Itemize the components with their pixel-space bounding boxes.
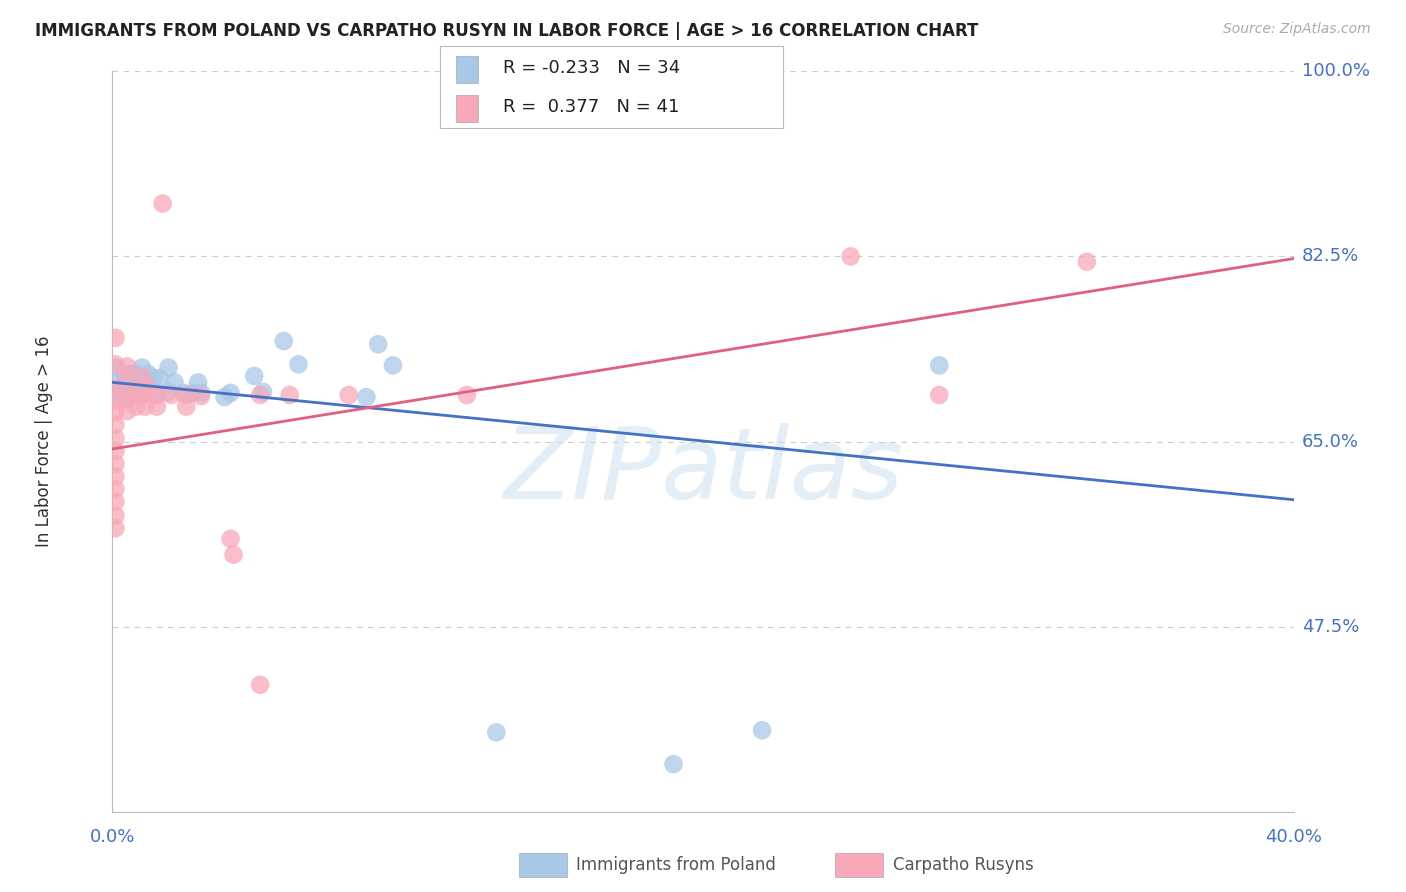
Point — [249, 678, 271, 692]
Point — [456, 388, 478, 402]
Point — [131, 370, 153, 384]
Point — [163, 376, 186, 390]
Point — [107, 389, 129, 403]
Point — [104, 376, 127, 391]
Text: Immigrants from Poland: Immigrants from Poland — [576, 856, 776, 874]
Point — [104, 360, 127, 375]
Point — [219, 385, 242, 400]
Point — [174, 388, 197, 402]
Point — [190, 389, 212, 403]
Point — [125, 367, 148, 381]
Point — [243, 368, 266, 383]
Point — [146, 388, 169, 402]
Point — [104, 521, 127, 535]
Point — [181, 385, 204, 400]
Point — [157, 384, 180, 399]
Point — [104, 331, 127, 345]
Point — [485, 725, 508, 739]
Point — [142, 371, 165, 385]
Point — [174, 400, 197, 414]
Point — [287, 357, 309, 371]
Text: 47.5%: 47.5% — [1302, 617, 1360, 636]
Text: ZIPatlas: ZIPatlas — [503, 423, 903, 520]
Point — [928, 388, 950, 402]
Point — [839, 250, 862, 264]
Point — [928, 359, 950, 373]
Point — [131, 388, 153, 402]
Point — [136, 381, 159, 395]
Point — [104, 482, 127, 496]
Point — [252, 384, 274, 399]
Text: 82.5%: 82.5% — [1302, 247, 1360, 266]
Text: 40.0%: 40.0% — [1265, 829, 1322, 847]
Point — [112, 367, 135, 381]
Point — [222, 548, 245, 562]
Point — [104, 417, 127, 432]
Point — [146, 400, 169, 414]
Point — [219, 532, 242, 546]
Text: IMMIGRANTS FROM POLAND VS CARPATHO RUSYN IN LABOR FORCE | AGE > 16 CORRELATION C: IMMIGRANTS FROM POLAND VS CARPATHO RUSYN… — [35, 22, 979, 40]
Point — [382, 359, 405, 373]
Point — [120, 367, 142, 381]
Point — [214, 390, 236, 404]
Point — [751, 723, 773, 738]
Point — [104, 382, 127, 396]
Point — [190, 385, 212, 400]
Point — [122, 385, 145, 400]
Point — [172, 385, 194, 400]
Point — [104, 393, 127, 408]
Point — [125, 400, 148, 414]
Point — [152, 196, 174, 211]
Point — [104, 405, 127, 419]
Point — [149, 371, 172, 385]
Point — [662, 757, 685, 772]
Text: 65.0%: 65.0% — [1302, 433, 1358, 450]
Text: Carpatho Rusyns: Carpatho Rusyns — [893, 856, 1033, 874]
Point — [273, 334, 295, 348]
Point — [104, 469, 127, 483]
Point — [131, 377, 153, 392]
Point — [117, 391, 138, 405]
Point — [104, 444, 127, 458]
Point — [136, 367, 159, 381]
Point — [117, 359, 138, 374]
Point — [337, 388, 360, 402]
Point — [134, 400, 156, 414]
Text: 100.0%: 100.0% — [1302, 62, 1369, 80]
Point — [104, 457, 127, 471]
Point — [112, 379, 135, 393]
Text: 0.0%: 0.0% — [90, 829, 135, 847]
Point — [249, 388, 271, 402]
Point — [146, 387, 169, 401]
Point — [117, 392, 138, 407]
Point — [1076, 254, 1098, 268]
Point — [104, 431, 127, 445]
Point — [131, 360, 153, 375]
Text: In Labor Force | Age > 16: In Labor Force | Age > 16 — [35, 335, 53, 548]
Point — [117, 372, 138, 386]
Point — [122, 377, 145, 392]
Text: R = -0.233   N = 34: R = -0.233 N = 34 — [503, 59, 681, 77]
Point — [367, 337, 389, 351]
Point — [104, 357, 127, 371]
Text: Source: ZipAtlas.com: Source: ZipAtlas.com — [1223, 22, 1371, 37]
Point — [117, 404, 138, 418]
Point — [187, 376, 209, 390]
Point — [157, 360, 180, 375]
Point — [356, 390, 378, 404]
Point — [104, 495, 127, 509]
Point — [160, 388, 183, 402]
Point — [278, 388, 301, 402]
Point — [131, 388, 153, 402]
Text: R =  0.377   N = 41: R = 0.377 N = 41 — [503, 98, 679, 116]
Point — [104, 508, 127, 523]
